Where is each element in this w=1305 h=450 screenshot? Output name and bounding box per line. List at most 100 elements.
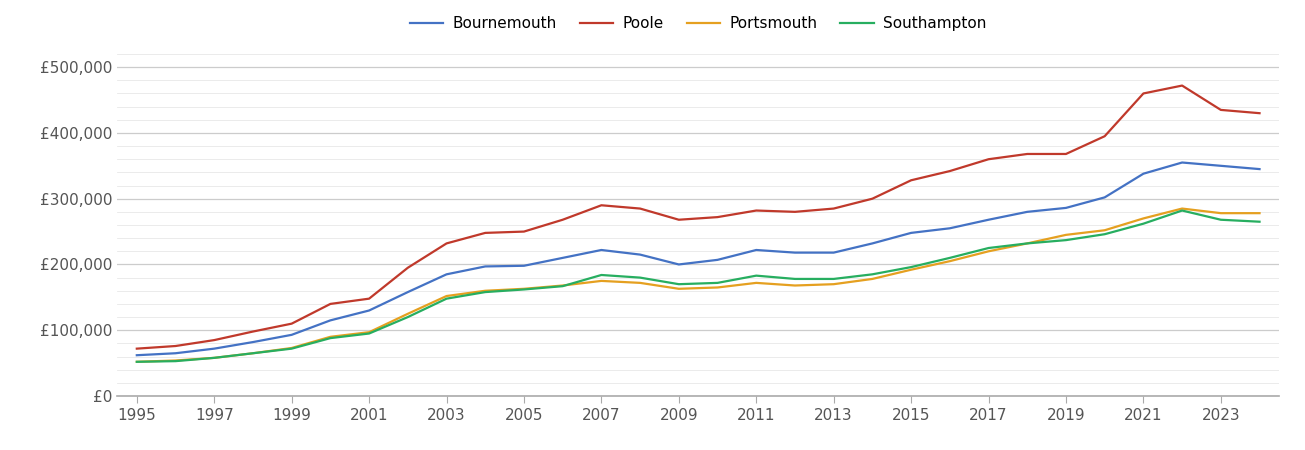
Southampton	[1058, 238, 1074, 243]
Southampton	[206, 355, 222, 360]
Portsmouth	[478, 288, 493, 293]
Southampton	[710, 280, 726, 286]
Bournemouth	[1251, 166, 1267, 172]
Bournemouth	[903, 230, 919, 236]
Portsmouth	[1212, 211, 1228, 216]
Legend: Bournemouth, Poole, Portsmouth, Southampton: Bournemouth, Poole, Portsmouth, Southamp…	[403, 10, 993, 37]
Portsmouth	[283, 345, 299, 351]
Poole	[903, 178, 919, 183]
Portsmouth	[322, 334, 338, 339]
Poole	[555, 217, 570, 222]
Bournemouth	[361, 308, 377, 313]
Bournemouth	[1212, 163, 1228, 168]
Bournemouth	[1058, 205, 1074, 211]
Poole	[438, 241, 454, 246]
Southampton	[1212, 217, 1228, 222]
Southampton	[283, 346, 299, 351]
Southampton	[1019, 241, 1035, 246]
Poole	[1019, 151, 1035, 157]
Poole	[1251, 111, 1267, 116]
Bournemouth	[594, 248, 609, 253]
Southampton	[594, 272, 609, 278]
Poole	[322, 301, 338, 306]
Portsmouth	[438, 293, 454, 299]
Line: Bournemouth: Bournemouth	[137, 162, 1259, 355]
Portsmouth	[710, 285, 726, 290]
Poole	[748, 208, 763, 213]
Poole	[168, 343, 184, 349]
Southampton	[478, 289, 493, 295]
Southampton	[361, 331, 377, 336]
Southampton	[399, 315, 415, 320]
Southampton	[632, 275, 647, 280]
Portsmouth	[632, 280, 647, 286]
Portsmouth	[399, 311, 415, 316]
Southampton	[942, 255, 958, 261]
Southampton	[787, 276, 803, 282]
Bournemouth	[1135, 171, 1151, 176]
Bournemouth	[517, 263, 532, 269]
Southampton	[1251, 219, 1267, 225]
Portsmouth	[129, 359, 145, 364]
Portsmouth	[903, 267, 919, 272]
Bournemouth	[826, 250, 842, 255]
Southampton	[438, 296, 454, 302]
Portsmouth	[671, 286, 686, 292]
Poole	[787, 209, 803, 215]
Poole	[710, 214, 726, 220]
Portsmouth	[555, 283, 570, 288]
Portsmouth	[1058, 232, 1074, 238]
Line: Southampton: Southampton	[137, 211, 1259, 362]
Southampton	[1096, 231, 1112, 237]
Poole	[1096, 134, 1112, 139]
Bournemouth	[283, 332, 299, 338]
Portsmouth	[826, 282, 842, 287]
Southampton	[865, 272, 881, 277]
Portsmouth	[981, 248, 997, 254]
Southampton	[517, 287, 532, 292]
Poole	[671, 217, 686, 222]
Bournemouth	[206, 346, 222, 351]
Poole	[129, 346, 145, 351]
Portsmouth	[517, 286, 532, 292]
Portsmouth	[168, 358, 184, 363]
Bournemouth	[438, 272, 454, 277]
Bournemouth	[748, 248, 763, 253]
Bournemouth	[478, 264, 493, 269]
Portsmouth	[361, 329, 377, 335]
Bournemouth	[399, 289, 415, 295]
Bournemouth	[322, 318, 338, 323]
Poole	[1058, 151, 1074, 157]
Portsmouth	[1135, 216, 1151, 221]
Poole	[245, 329, 261, 334]
Poole	[632, 206, 647, 211]
Bournemouth	[129, 352, 145, 358]
Poole	[594, 202, 609, 208]
Southampton	[168, 359, 184, 364]
Portsmouth	[748, 280, 763, 286]
Poole	[517, 229, 532, 234]
Portsmouth	[1019, 241, 1035, 246]
Southampton	[1174, 208, 1190, 213]
Portsmouth	[942, 258, 958, 264]
Southampton	[245, 351, 261, 356]
Poole	[399, 265, 415, 270]
Poole	[206, 338, 222, 343]
Southampton	[322, 335, 338, 341]
Poole	[1174, 83, 1190, 88]
Poole	[478, 230, 493, 236]
Southampton	[555, 284, 570, 289]
Bournemouth	[865, 241, 881, 246]
Southampton	[129, 359, 145, 364]
Bournemouth	[555, 255, 570, 261]
Portsmouth	[245, 351, 261, 356]
Southampton	[671, 282, 686, 287]
Poole	[283, 321, 299, 326]
Poole	[1212, 107, 1228, 112]
Bournemouth	[1019, 209, 1035, 215]
Poole	[361, 296, 377, 302]
Poole	[826, 206, 842, 211]
Portsmouth	[865, 276, 881, 282]
Portsmouth	[594, 278, 609, 284]
Portsmouth	[1096, 228, 1112, 233]
